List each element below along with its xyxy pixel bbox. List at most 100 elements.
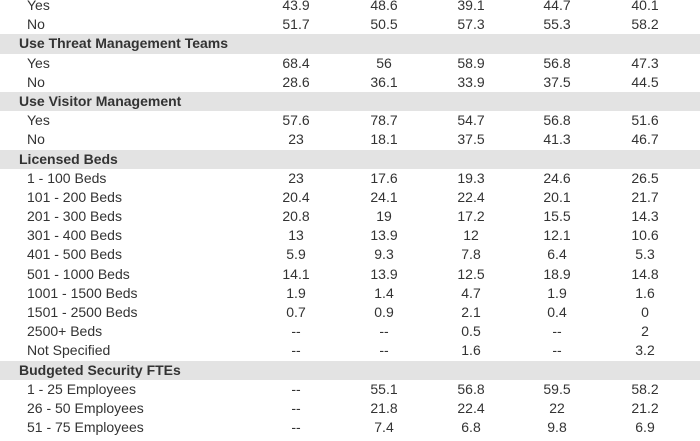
row-label: 26 - 50 Employees [27,399,144,416]
table-cell: 5.3 [635,246,655,263]
section-header-row: Use Threat Management Teams [0,34,700,54]
table-row: 1 - 100 Beds 23 17.6 19.3 24.6 26.5 [0,169,700,188]
table-cell: 2.1 [461,304,481,320]
table-cell: -- [291,323,301,340]
table-cell: 22.4 [457,188,485,205]
table-row: 26 - 50 Employees -- 21.8 22.4 22 21.2 [0,399,700,418]
table-cell: 20.1 [543,188,571,205]
table-cell: 10.6 [631,227,659,244]
table-row: Not Specified -- -- 1.6 -- 3.2 [0,341,700,360]
row-label: Not Specified [27,342,111,359]
table-cell: 9.8 [547,419,567,436]
table-cell: 1.4 [374,284,394,301]
row-label: 501 - 1000 Beds [27,265,130,282]
table-cell: 41.3 [543,131,571,148]
table-cell: 57.3 [457,16,485,33]
table-cell: -- [379,323,389,340]
table-cell: -- [291,380,301,397]
table-cell: 23 [288,169,304,186]
row-label: Yes [27,54,50,71]
table-row: 301 - 400 Beds 13 13.9 12 12.1 10.6 [0,226,700,245]
table-cell: 21.8 [370,399,398,416]
table-row: 2500+ Beds -- -- 0.5 -- 2 [0,322,700,341]
table-cell: 56.8 [543,112,571,129]
table-cell: 56 [376,54,392,71]
table-cell: 46.7 [631,131,659,148]
table-cell: 14.1 [282,265,310,282]
table-cell: 19 [376,208,392,225]
row-label: 101 - 200 Beds [27,188,122,205]
table-row: Yes 57.6 78.7 54.7 56.8 51.6 [0,111,700,130]
table-cell: 5.9 [286,246,306,263]
table-cell: -- [291,342,301,359]
table-cell: 13 [288,227,304,244]
table-cell: 36.1 [370,73,398,90]
table-row: 401 - 500 Beds 5.9 9.3 7.8 6.4 5.3 [0,245,700,264]
table-cell: -- [291,399,301,416]
table-cell: 51.6 [631,112,659,129]
table-cell: -- [379,342,389,359]
table-cell: 68.4 [282,54,310,71]
table-cell: -- [552,342,562,359]
table-cell: 1.9 [547,284,567,301]
table-cell: 58.2 [631,16,659,33]
table-cell: 0.7 [286,304,306,320]
table-cell: 54.7 [457,112,485,129]
table-row: 101 - 200 Beds 20.4 24.1 22.4 20.1 21.7 [0,188,700,207]
table-cell: 43.9 [282,0,310,13]
table-row: 501 - 1000 Beds 14.1 13.9 12.5 18.9 14.8 [0,265,700,284]
table-cell: 2 [641,323,649,340]
table-cell: 58.9 [457,54,485,71]
table-row: No 28.6 36.1 33.9 37.5 44.5 [0,73,700,92]
table-cell: 7.8 [461,246,481,263]
row-label: 201 - 300 Beds [27,208,122,225]
row-label: 51 - 75 Employees [27,419,144,436]
table-cell: 26.5 [631,169,659,186]
section-title: Use Visitor Management [19,92,182,109]
table-cell: 13.9 [370,265,398,282]
table-cell: 12.5 [457,265,485,282]
table-row: 201 - 300 Beds 20.8 19 17.2 15.5 14.3 [0,207,700,226]
table-cell: 1.9 [286,284,306,301]
table-cell: 6.4 [547,246,567,263]
table-cell: 17.2 [457,208,485,225]
row-label: 1 - 25 Employees [27,380,136,397]
table-cell: 4.7 [461,284,481,301]
table-cell: 9.3 [374,246,394,263]
section-header-row: Budgeted Security FTEs [0,360,700,380]
section-header-row: Licensed Beds [0,149,700,169]
table-cell: 37.5 [457,131,485,148]
table-cell: 78.7 [370,112,398,129]
table-cell: 33.9 [457,73,485,90]
table-cell: 22 [549,399,565,416]
table-cell: 48.6 [370,0,398,13]
table-cell: 20.4 [282,188,310,205]
table-row: 1501 - 2500 Beds 0.7 0.9 2.1 0.4 0 [0,303,700,322]
table-row: 1 - 25 Employees -- 55.1 56.8 59.5 58.2 [0,380,700,399]
table-cell: 51.7 [282,16,310,33]
row-label: Yes [27,0,50,13]
table-cell: 19.3 [457,169,485,186]
table-cell: 20.8 [282,208,310,225]
row-label: No [27,73,45,90]
table-cell: 0.5 [461,323,481,340]
table-cell: 44.7 [543,0,571,13]
row-label: 401 - 500 Beds [27,246,122,263]
table-cell: 24.1 [370,188,398,205]
table-cell: 21.7 [631,188,659,205]
row-label: Yes [27,112,50,129]
table-cell: 6.9 [635,419,655,436]
table-cell: 13.9 [370,227,398,244]
table-row: 1001 - 1500 Beds 1.9 1.4 4.7 1.9 1.6 [0,284,700,303]
table-cell: 7.4 [374,419,394,436]
table-cell: 58.2 [631,380,659,397]
row-label: 2500+ Beds [27,323,103,340]
table-cell: -- [291,419,301,436]
table-cell: 39.1 [457,0,485,13]
table-cell: 1.6 [635,284,655,301]
table-row: Yes 43.9 48.6 39.1 44.7 40.1 [0,0,700,15]
table-cell: 6.8 [461,419,481,436]
table-cell: 37.5 [543,73,571,90]
table-cell: 55.3 [543,16,571,33]
